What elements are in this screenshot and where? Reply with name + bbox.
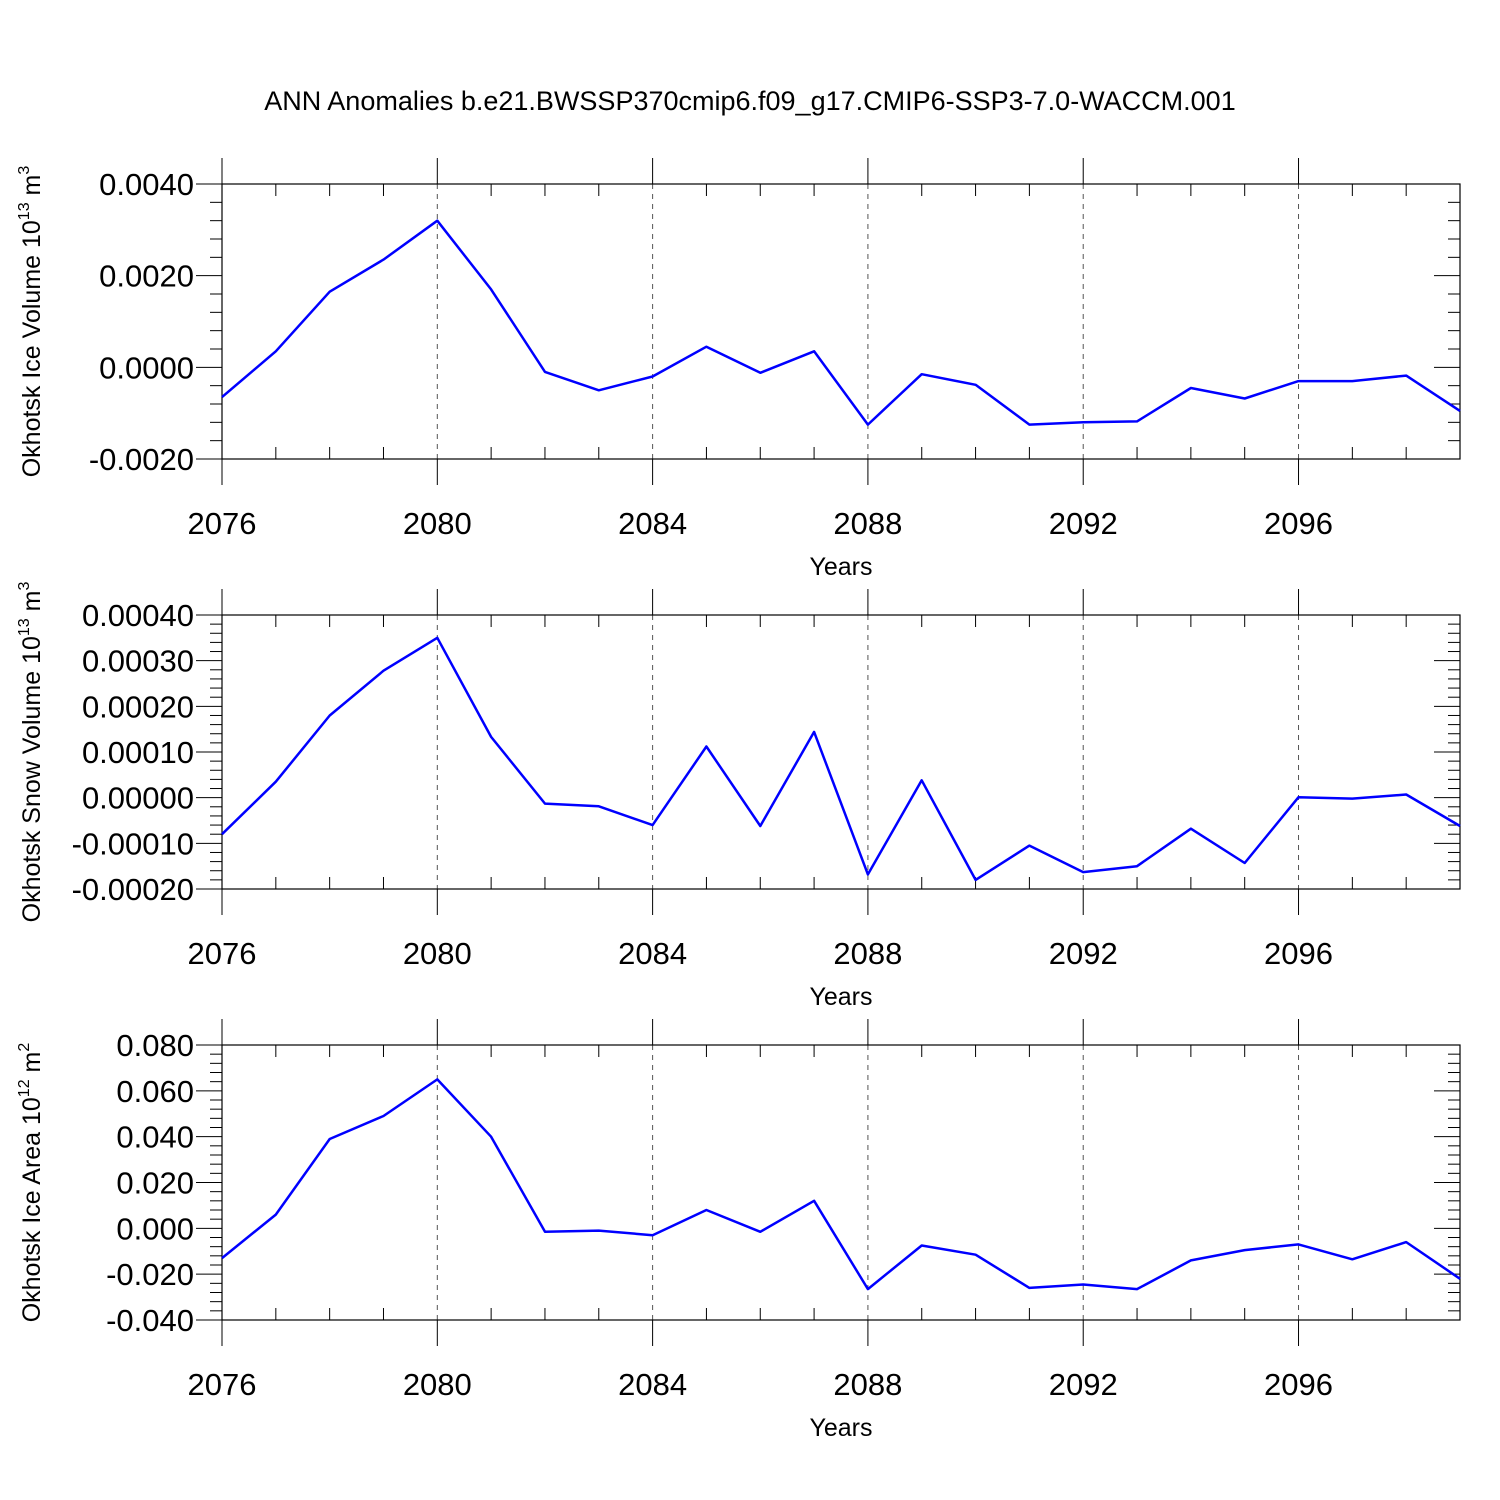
series-line-ice-area bbox=[221, 1078, 1461, 1291]
x-tick-label: 2076 bbox=[188, 936, 257, 971]
x-tick-label: 2076 bbox=[188, 1367, 257, 1402]
y-tick-label: 0.00030 bbox=[82, 644, 194, 679]
x-tick-label: 2096 bbox=[1264, 1367, 1333, 1402]
y-tick-label: 0.020 bbox=[116, 1166, 194, 1201]
x-axis-label: Years bbox=[809, 553, 872, 581]
plot-frame bbox=[221, 1044, 1461, 1321]
x-tick-label: 2080 bbox=[403, 506, 472, 541]
y-axis-label-unit-exponent: 3 bbox=[16, 166, 33, 175]
y-tick-label: 0.0040 bbox=[99, 167, 194, 202]
y-axis-label-exponent: 13 bbox=[16, 618, 33, 636]
y-axis-label-unit: m bbox=[18, 175, 46, 203]
y-tick-label: 0.00010 bbox=[82, 735, 194, 770]
y-axis-label-exponent: 12 bbox=[16, 1079, 33, 1097]
x-tick-label: 2096 bbox=[1264, 936, 1333, 971]
y-tick-label: 0.040 bbox=[116, 1120, 194, 1155]
panels: 2076 2080 2084 2088 2092 2096 -0.0020 0.0000 0.0… bbox=[16, 158, 1461, 1442]
y-axis-label-unit-exponent: 2 bbox=[16, 1043, 33, 1052]
x-tick-label: 2084 bbox=[618, 1367, 687, 1402]
y-axis-label-text: Okhotsk Ice Volume 10 bbox=[18, 220, 46, 477]
y-tick-label: 0.0020 bbox=[99, 259, 194, 294]
y-axis-label-unit: m bbox=[18, 1052, 46, 1080]
series-line-snow-volume bbox=[221, 636, 1461, 882]
y-tick-label: -0.00010 bbox=[72, 826, 194, 861]
x-tick-label: 2080 bbox=[403, 936, 472, 971]
x-tick-label: 2088 bbox=[833, 936, 902, 971]
y-tick-label: 0.080 bbox=[116, 1028, 194, 1063]
x-tick-label: 2096 bbox=[1264, 506, 1333, 541]
y-tick-label: 0.000 bbox=[116, 1211, 194, 1246]
x-tick-label: 2088 bbox=[833, 1367, 902, 1402]
y-tick-label: -0.00020 bbox=[72, 872, 194, 907]
chart-panel-snow-volume: 2076 2080 2084 2088 2092 2096 -0.00020 -0.00010… bbox=[16, 582, 1461, 1011]
y-axis-label-text: Okhotsk Ice Area 10 bbox=[18, 1097, 46, 1322]
series-line-ice-volume bbox=[221, 219, 1461, 426]
y-tick-label: 0.00020 bbox=[82, 689, 194, 724]
x-tick-label: 2076 bbox=[188, 506, 257, 541]
y-tick-label: -0.040 bbox=[106, 1303, 194, 1338]
figure-title: ANN Anomalies b.e21.BWSSP370cmip6.f09_g1… bbox=[264, 86, 1235, 116]
x-tick-label: 2080 bbox=[403, 1367, 472, 1402]
y-tick-label: -0.020 bbox=[106, 1257, 194, 1292]
x-tick-label: 2084 bbox=[618, 506, 687, 541]
x-tick-label: 2088 bbox=[833, 506, 902, 541]
x-tick-label: 2092 bbox=[1049, 506, 1118, 541]
plot-frame bbox=[221, 183, 1461, 460]
y-axis-label: Okhotsk Ice Area 1012 m2 bbox=[16, 1043, 46, 1323]
y-axis-label-exponent: 13 bbox=[16, 202, 33, 220]
y-tick-label: 0.060 bbox=[116, 1074, 194, 1109]
x-tick-label: 2092 bbox=[1049, 936, 1118, 971]
y-axis-label: Okhotsk Ice Volume 1013 m3 bbox=[16, 166, 46, 478]
y-axis-label: Okhotsk Snow Volume 1013 m3 bbox=[16, 582, 46, 923]
x-tick-label: 2092 bbox=[1049, 1367, 1118, 1402]
x-axis-label: Years bbox=[809, 1414, 872, 1442]
y-axis-label-unit: m bbox=[18, 591, 46, 619]
x-axis-label: Years bbox=[809, 983, 872, 1011]
y-axis-label-unit-exponent: 3 bbox=[16, 582, 33, 591]
chart-panel-ice-area: 2076 2080 2084 2088 2092 2096 -0.040 -0.020 0.00… bbox=[16, 1019, 1461, 1442]
y-axis-label-text: Okhotsk Snow Volume 10 bbox=[18, 636, 46, 922]
y-tick-label: 0.00000 bbox=[82, 781, 194, 816]
y-tick-label: -0.0020 bbox=[89, 442, 194, 477]
chart-panel-ice-volume: 2076 2080 2084 2088 2092 2096 -0.0020 0.0000 0.0… bbox=[16, 158, 1461, 581]
y-tick-label: 0.00040 bbox=[82, 598, 194, 633]
y-tick-label: 0.0000 bbox=[99, 350, 194, 385]
x-tick-label: 2084 bbox=[618, 936, 687, 971]
